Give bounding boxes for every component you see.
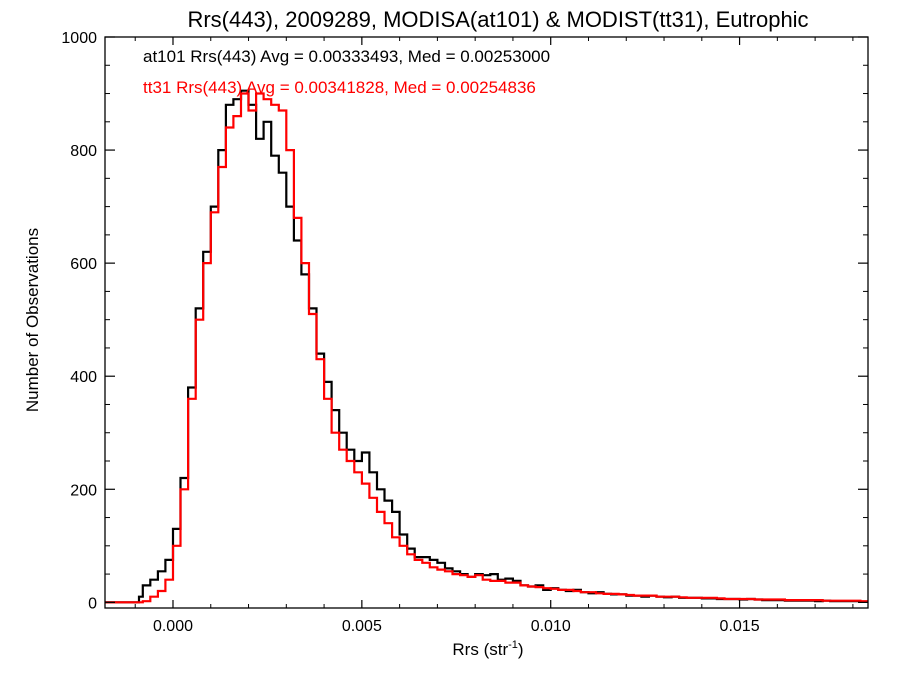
y-tick-label: 600 — [70, 256, 97, 273]
y-tick-label: 400 — [70, 369, 97, 386]
x-tick-label: 0.010 — [531, 618, 571, 635]
y-tick-label: 0 — [88, 595, 97, 612]
y-axis-label: Number of Observations — [23, 228, 42, 412]
series-line-tt31 — [105, 92, 868, 604]
y-tick-label: 200 — [70, 482, 97, 499]
x-tick-label: 0.005 — [342, 618, 382, 635]
x-axis-label: Rrs (str-1) — [452, 639, 523, 659]
x-tick-label: 0.015 — [720, 618, 760, 635]
x-axis-label-close: ) — [518, 640, 524, 659]
annotation-at101-stats: at101 Rrs(443) Avg = 0.00333493, Med = 0… — [143, 47, 550, 66]
chart-title: Rrs(443), 2009289, MODISA(at101) & MODIS… — [187, 7, 808, 32]
plot-frame — [104, 36, 869, 609]
x-axis-label-main: Rrs (str — [452, 640, 508, 659]
x-tick-label: 0.000 — [153, 618, 193, 635]
annotation-tt31-stats: tt31 Rrs(443) Avg = 0.00341828, Med = 0.… — [143, 78, 536, 97]
x-axis-label-superscript: -1 — [508, 639, 518, 651]
y-tick-label: 1000 — [61, 30, 97, 47]
y-axis-ticks: 0 200 400 600 800 1000 — [61, 30, 868, 612]
y-tick-label: 800 — [70, 143, 97, 160]
series-layer — [105, 89, 868, 604]
x-axis-ticks: 0.000 0.005 0.010 0.015 — [134, 37, 854, 635]
